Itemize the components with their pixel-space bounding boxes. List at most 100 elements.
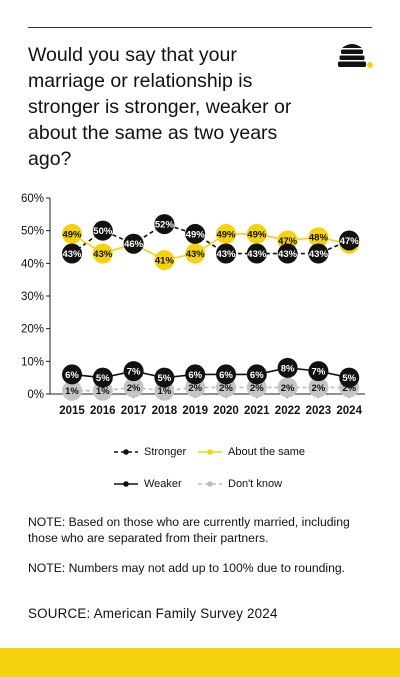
data-label-don-t-know: 2% bbox=[219, 383, 233, 394]
data-label-don-t-know: 2% bbox=[127, 383, 141, 394]
data-point-about-the-same bbox=[62, 223, 82, 244]
legend-item-dont-know: Don't know bbox=[198, 474, 282, 494]
x-tick-label: 2015 bbox=[59, 405, 85, 417]
y-tick-label: 60% bbox=[21, 193, 44, 205]
chart-title: Would you say that your marriage or rela… bbox=[28, 44, 292, 170]
data-point-about-the-same bbox=[308, 227, 329, 248]
data-point-about-the-same bbox=[185, 243, 206, 264]
y-tick-label: 0% bbox=[27, 389, 44, 401]
x-tick-label: 2021 bbox=[244, 405, 270, 417]
data-point-about-the-same bbox=[216, 223, 236, 244]
data-label-about-the-same: 49% bbox=[62, 229, 82, 240]
data-label-weaker: 6% bbox=[188, 370, 202, 381]
x-tick-label: 2018 bbox=[152, 405, 178, 417]
data-label-don-t-know: 2% bbox=[342, 383, 356, 394]
data-label-weaker: 8% bbox=[281, 363, 295, 374]
data-label-don-t-know: 1% bbox=[65, 386, 79, 397]
note-rounding: NOTE: Numbers may not add up to 100% due… bbox=[28, 561, 346, 575]
data-label-weaker: 5% bbox=[158, 373, 172, 384]
data-point-stronger bbox=[277, 243, 298, 264]
data-point-stronger bbox=[154, 214, 175, 235]
series-layer bbox=[71, 223, 350, 392]
legend: Stronger About the same Weaker Don't kno… bbox=[0, 438, 400, 498]
data-point-stronger bbox=[339, 230, 360, 251]
legend-swatch-about-same bbox=[198, 449, 222, 455]
data-label-stronger: 43% bbox=[62, 249, 82, 260]
data-label-weaker: 7% bbox=[127, 367, 141, 378]
data-point-weaker bbox=[185, 364, 206, 385]
data-label-about-the-same: 48% bbox=[309, 233, 329, 244]
data-point-stronger bbox=[92, 220, 113, 241]
data-point-weaker bbox=[246, 364, 267, 385]
data-label-weaker: 5% bbox=[96, 373, 110, 384]
x-tick-label: 2019 bbox=[182, 405, 208, 417]
legend-label-weaker: Weaker bbox=[144, 478, 182, 490]
data-point-stronger bbox=[185, 223, 206, 244]
legend-item-stronger: Stronger bbox=[114, 442, 186, 462]
data-label-stronger: 46% bbox=[124, 239, 144, 250]
data-point-about-the-same bbox=[92, 243, 113, 264]
legend-label-stronger: Stronger bbox=[144, 446, 187, 458]
data-label-stronger: 49% bbox=[186, 229, 206, 240]
data-label-about-the-same: 43% bbox=[186, 249, 206, 260]
note-sample: NOTE: Based on those who are currently m… bbox=[28, 515, 350, 545]
data-label-stronger: 43% bbox=[278, 249, 298, 260]
data-label-about-the-same: 47% bbox=[278, 236, 298, 247]
beehive-icon bbox=[338, 44, 373, 68]
legend-label-about-same: About the same bbox=[228, 446, 306, 458]
data-labels: 1% 1% 2% 1% 2% 2% 2% 2% 2% 2% 6% 5% 7% 5% 6% 6% 6% 8% 7% 5%… bbox=[62, 214, 359, 401]
data-point-weaker bbox=[216, 364, 236, 385]
data-point-stronger bbox=[246, 243, 267, 264]
data-label-weaker: 6% bbox=[65, 370, 79, 381]
data-label-stronger: 50% bbox=[93, 226, 113, 237]
data-label-about-the-same: 49% bbox=[247, 229, 267, 240]
data-point-about-the-same bbox=[246, 223, 267, 244]
data-point-weaker bbox=[308, 361, 329, 382]
series-line-weaker bbox=[71, 367, 350, 379]
data-label-don-t-know: 2% bbox=[281, 383, 295, 394]
line-chart: 0% 10% 20% 30% 40% 50% 60% 2015 2016 2017 2018 2019… bbox=[21, 193, 365, 417]
source-text: SOURCE: American Family Survey 2024 bbox=[28, 606, 278, 621]
legend-item-weaker: Weaker bbox=[114, 474, 182, 494]
x-tick-label: 2020 bbox=[213, 405, 239, 417]
data-label-don-t-know: 1% bbox=[96, 386, 110, 397]
notes: NOTE: Based on those who are currently m… bbox=[28, 514, 378, 590]
x-tick-label: 2022 bbox=[275, 405, 301, 417]
data-point-weaker bbox=[92, 367, 113, 388]
y-tick-label: 10% bbox=[21, 356, 44, 368]
data-point-don-t-know bbox=[62, 380, 82, 401]
data-label-don-t-know: 2% bbox=[312, 383, 326, 394]
data-point-stronger bbox=[308, 243, 329, 264]
data-label-weaker: 6% bbox=[219, 370, 233, 381]
top-rule bbox=[28, 27, 372, 28]
data-point-weaker bbox=[123, 361, 144, 382]
data-point-don-t-know bbox=[277, 377, 298, 398]
legend-swatch-stronger bbox=[114, 449, 138, 455]
legend-item-about-same: About the same bbox=[198, 442, 305, 462]
data-point-stronger bbox=[62, 243, 82, 264]
data-label-don-t-know: 1% bbox=[158, 386, 172, 397]
data-point-weaker bbox=[277, 357, 298, 378]
data-label-stronger: 47% bbox=[340, 236, 360, 247]
logo-dot bbox=[367, 62, 373, 68]
data-label-weaker: 7% bbox=[312, 367, 326, 378]
legend-swatch-weaker bbox=[114, 481, 138, 487]
y-tick-label: 30% bbox=[21, 291, 44, 303]
data-label-about-the-same: 43% bbox=[93, 249, 113, 260]
data-label-weaker: 6% bbox=[250, 370, 264, 381]
x-tick-label: 2016 bbox=[90, 405, 116, 417]
legend-label-dont-know: Don't know bbox=[228, 478, 283, 490]
data-point-about-the-same bbox=[154, 250, 175, 271]
data-point-stronger bbox=[123, 233, 144, 254]
x-tick-label: 2017 bbox=[121, 405, 147, 417]
data-label-don-t-know: 2% bbox=[250, 383, 264, 394]
data-point-stronger bbox=[216, 243, 236, 264]
data-point-weaker bbox=[154, 367, 175, 388]
series-line-don-t-know bbox=[72, 386, 350, 392]
data-label-stronger: 43% bbox=[309, 249, 329, 260]
x-tick-label: 2023 bbox=[306, 405, 332, 417]
data-label-weaker: 5% bbox=[342, 373, 356, 384]
data-point-weaker bbox=[339, 367, 360, 388]
data-point-don-t-know bbox=[308, 377, 329, 398]
data-label-about-the-same: 49% bbox=[216, 229, 236, 240]
